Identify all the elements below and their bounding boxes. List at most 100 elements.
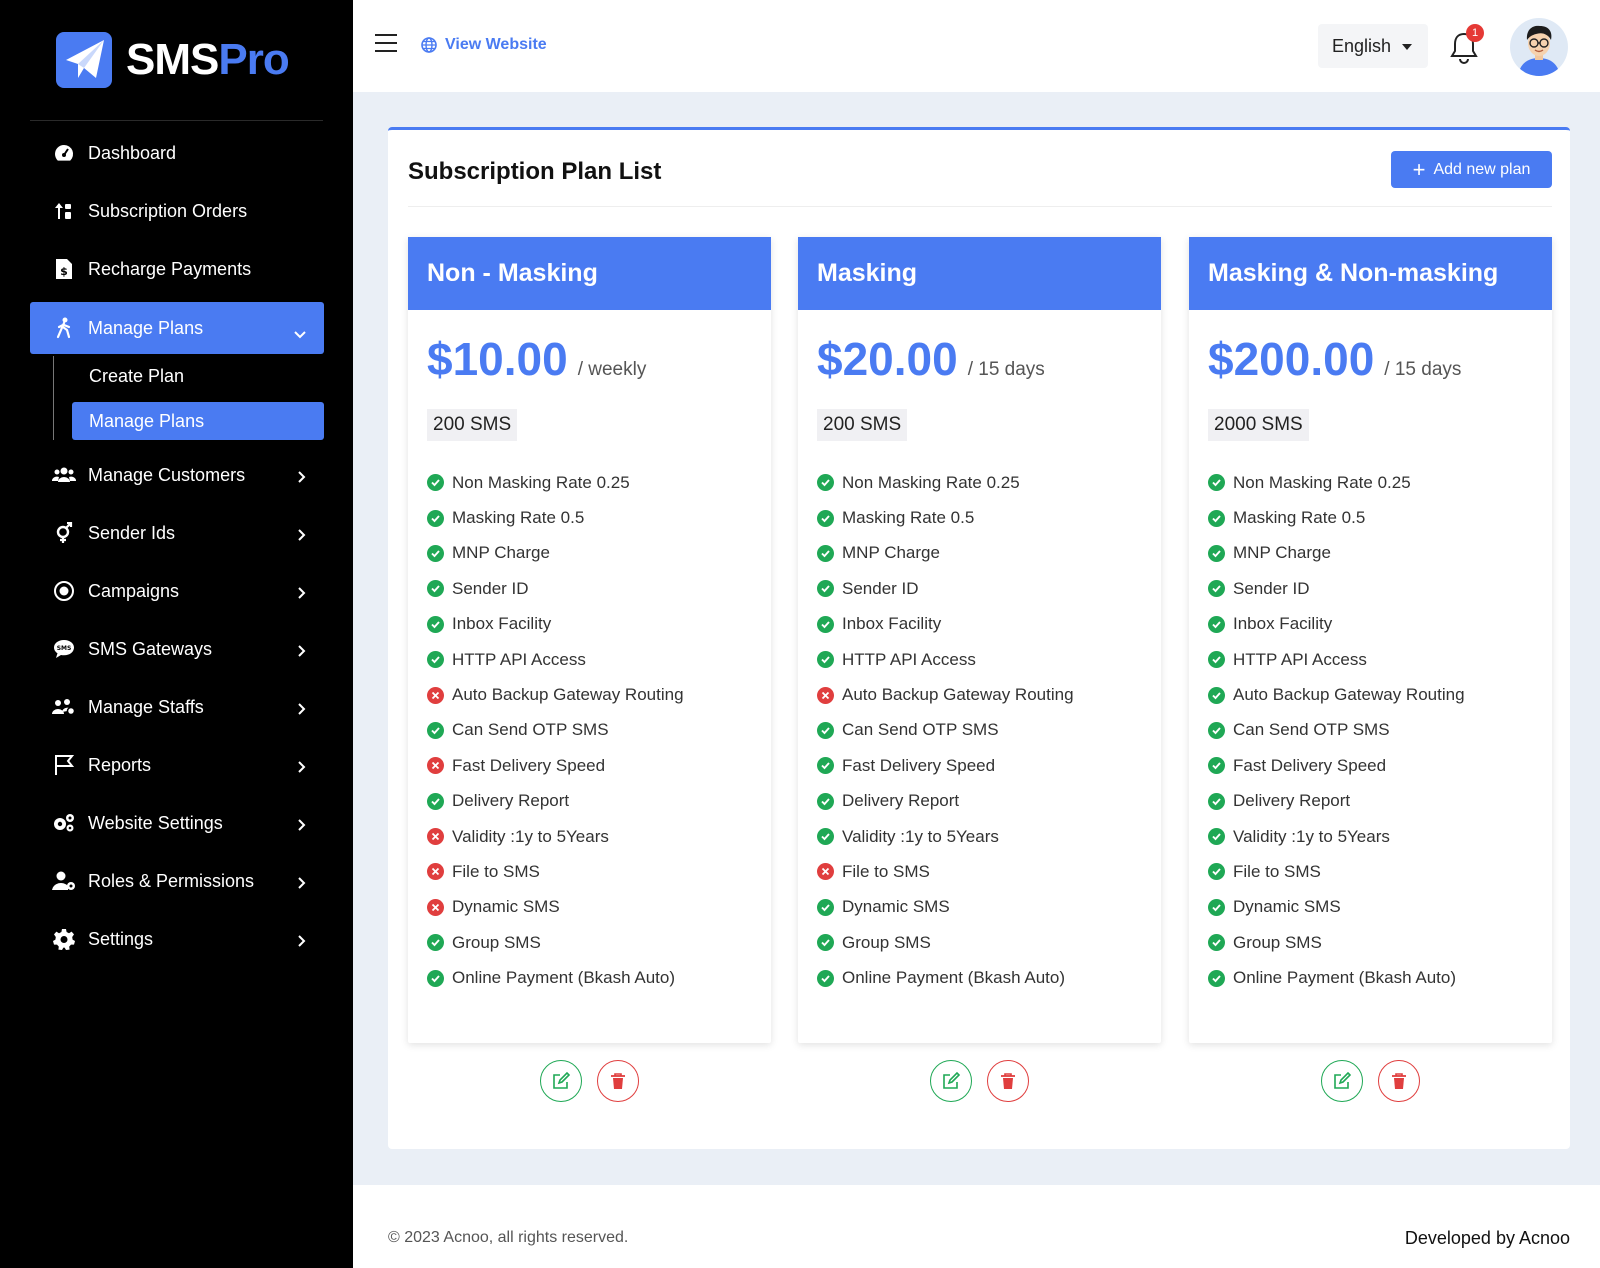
sidebar-item-dashboard[interactable]: Dashboard (30, 124, 324, 182)
sidebar-item-recharge-payments[interactable]: $ Recharge Payments (30, 240, 324, 298)
brand-logo[interactable]: SMSPro (56, 32, 290, 88)
add-new-plan-button[interactable]: + Add new plan (1391, 151, 1552, 188)
hamburger-menu-icon[interactable] (375, 34, 397, 52)
plan-price: $20.00 (817, 333, 958, 385)
sidebar-item-reports[interactable]: Reports (30, 736, 324, 794)
sidebar-item-label: Manage Plans (88, 317, 204, 338)
feature-item: HTTP API Access (817, 642, 1074, 677)
feature-label: MNP Charge (842, 543, 940, 563)
check-circle-icon (1208, 580, 1225, 598)
check-circle-icon (1208, 721, 1225, 739)
sidebar-item-label: Manage Customers (88, 464, 246, 485)
feature-item: Fast Delivery Speed (817, 748, 1074, 783)
chevron-down-icon (294, 323, 306, 344)
sidebar-item-label: Sender Ids (88, 522, 176, 543)
view-website-label: View Website (445, 36, 547, 53)
check-circle-icon (1208, 863, 1225, 881)
x-circle-icon (427, 828, 444, 846)
svg-text:SMS: SMS (57, 645, 72, 652)
feature-item: Sender ID (1208, 571, 1465, 606)
sidebar-item-sender-ids[interactable]: Sender Ids (30, 504, 324, 562)
subscription-plan-card: Subscription Plan List + Add new plan No… (388, 127, 1570, 1149)
feature-item: Group SMS (1208, 925, 1465, 960)
plan-card-masking: Masking $20.00 / 15 days 200 SMS Non Mas… (798, 237, 1161, 1102)
delete-plan-button[interactable] (1378, 1060, 1420, 1102)
sidebar-item-campaigns[interactable]: Campaigns (30, 562, 324, 620)
x-circle-icon (427, 898, 444, 916)
feature-label: Non Masking Rate 0.25 (452, 472, 630, 492)
plan-price: $10.00 (427, 333, 568, 385)
feature-item: Online Payment (Bkash Auto) (817, 960, 1074, 995)
feature-item: Online Payment (Bkash Auto) (1208, 960, 1465, 995)
feature-item: Group SMS (427, 925, 684, 960)
check-circle-icon (1208, 757, 1225, 775)
submenu-item-create-plan[interactable]: Create Plan (72, 356, 324, 396)
chevron-right-icon (298, 641, 306, 662)
sidebar-item-manage-staffs[interactable]: Manage Staffs (30, 678, 324, 736)
gears-icon (52, 811, 76, 835)
chevron-right-icon (298, 699, 306, 720)
plan-period: / 15 days (1384, 359, 1462, 380)
feature-label: Online Payment (Bkash Auto) (1233, 968, 1457, 988)
check-circle-icon (427, 474, 444, 492)
feature-item: Can Send OTP SMS (427, 713, 684, 748)
feature-item: Fast Delivery Speed (1208, 748, 1465, 783)
check-circle-icon (817, 828, 834, 846)
sidebar-item-manage-customers[interactable]: Manage Customers (30, 446, 324, 504)
sidebar-item-settings[interactable]: Settings (30, 910, 324, 968)
check-circle-icon (427, 615, 444, 633)
x-circle-icon (817, 686, 834, 704)
chevron-right-icon (298, 525, 306, 546)
notification-badge: 1 (1466, 24, 1484, 42)
plan-name: Masking & Non-masking (1189, 237, 1552, 310)
sidebar-item-label: Recharge Payments (88, 258, 252, 279)
delete-plan-button[interactable] (987, 1060, 1029, 1102)
sidebar-item-subscription-orders[interactable]: Subscription Orders (30, 182, 324, 240)
brand-name-part2: Pro (218, 35, 289, 84)
page-title: Subscription Plan List (408, 158, 662, 185)
sidebar-item-roles-permissions[interactable]: Roles & Permissions (30, 852, 324, 910)
check-circle-icon (1208, 792, 1225, 810)
feature-label: HTTP API Access (842, 649, 976, 669)
manage-plans-submenu: Create Plan Manage Plans (53, 356, 324, 440)
sidebar-item-label: Roles & Permissions (88, 870, 255, 891)
plan-sms-count: 200 SMS (427, 409, 518, 441)
plan-box: Masking & Non-masking $200.00 / 15 days … (1189, 237, 1552, 1043)
trash-icon (1392, 1073, 1406, 1089)
check-circle-icon (1208, 828, 1225, 846)
view-website-link[interactable]: View Website (421, 36, 547, 54)
edit-plan-button[interactable] (930, 1060, 972, 1102)
submenu-item-manage-plans[interactable]: Manage Plans (72, 402, 324, 440)
x-circle-icon (817, 863, 834, 881)
check-circle-icon (1208, 509, 1225, 527)
check-circle-icon (817, 509, 834, 527)
plan-actions (1189, 1060, 1552, 1102)
plan-price-row: $20.00 / 15 days (817, 332, 1045, 386)
delete-plan-button[interactable] (597, 1060, 639, 1102)
feature-label: Inbox Facility (452, 614, 552, 634)
user-avatar[interactable] (1510, 18, 1568, 76)
feature-item: Masking Rate 0.5 (1208, 500, 1465, 535)
sidebar-item-label: Settings (88, 928, 154, 949)
check-circle-icon (1208, 544, 1225, 562)
feature-label: Masking Rate 0.5 (842, 508, 975, 528)
feature-label: Auto Backup Gateway Routing (452, 685, 684, 705)
edit-plan-button[interactable] (1321, 1060, 1363, 1102)
submenu-item-label: Create Plan (89, 365, 185, 386)
language-dropdown[interactable]: English (1318, 24, 1428, 68)
feature-label: Sender ID (452, 578, 529, 598)
sidebar-item-label: Campaigns (88, 580, 180, 601)
edit-plan-button[interactable] (540, 1060, 582, 1102)
sms-bubble-icon: SMS (52, 637, 76, 661)
x-circle-icon (427, 757, 444, 775)
plan-card-non-masking: Non - Masking $10.00 / weekly 200 SMS No… (408, 237, 771, 1102)
sidebar-item-website-settings[interactable]: Website Settings (30, 794, 324, 852)
top-header: View Website English 1 (353, 0, 1600, 92)
feature-label: Auto Backup Gateway Routing (842, 685, 1074, 705)
feature-label: File to SMS (452, 861, 540, 881)
sidebar-item-sms-gateways[interactable]: SMS SMS Gateways (30, 620, 324, 678)
edit-icon (943, 1072, 960, 1089)
feature-item: Auto Backup Gateway Routing (427, 677, 684, 712)
sidebar-item-manage-plans[interactable]: Manage Plans (30, 302, 324, 354)
check-circle-icon (1208, 615, 1225, 633)
